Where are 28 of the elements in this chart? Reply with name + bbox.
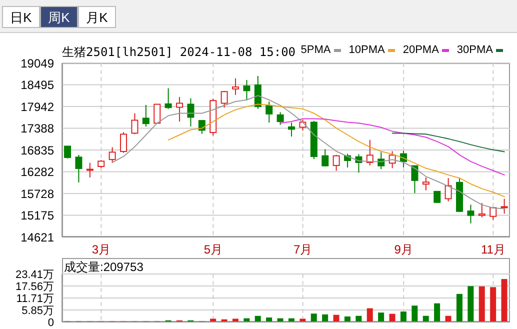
y-tick-label: 16835 [20, 143, 54, 158]
chart-title: 成交量:209753 [64, 259, 144, 276]
text: 周K [40, 6, 78, 28]
y-tick-label: 16282 [20, 164, 54, 179]
x-tick-label: 9月 [394, 242, 413, 257]
y-tick-label: 15175 [20, 208, 54, 222]
y-tick-label: 17388 [20, 122, 54, 136]
y-tick-label: 0 [48, 316, 54, 329]
legend-label: 20PMA [402, 44, 439, 56]
text: 日K [2, 6, 40, 28]
x-tick-label: 7月 [293, 242, 312, 257]
y-tick-label: 17942 [20, 100, 54, 114]
x-tick-label: 3月 [92, 242, 111, 257]
y-tick-label: 18495 [20, 78, 54, 92]
y-tick-label: 17.56万 [15, 280, 54, 293]
y-tick-label: 19049 [20, 56, 54, 70]
y-tick-label: 23.41万 [15, 268, 54, 281]
x-tick-label: 11月 [480, 242, 506, 257]
chart-title: 生猪2501[lh2501] 2024-11-08 15:00 [62, 44, 296, 61]
y-tick-label: 14621 [20, 230, 54, 244]
legend-label: 5PMA [300, 44, 331, 56]
legend-label: 10PMA [348, 44, 385, 56]
text: 月K [78, 6, 116, 28]
y-tick-label: 15728 [20, 186, 54, 201]
y-tick-label: 11.71万 [16, 292, 54, 305]
x-tick-label: 5月 [204, 242, 223, 257]
legend-label: 30PMA [456, 44, 493, 56]
y-tick-label: 5.85万 [22, 304, 54, 317]
